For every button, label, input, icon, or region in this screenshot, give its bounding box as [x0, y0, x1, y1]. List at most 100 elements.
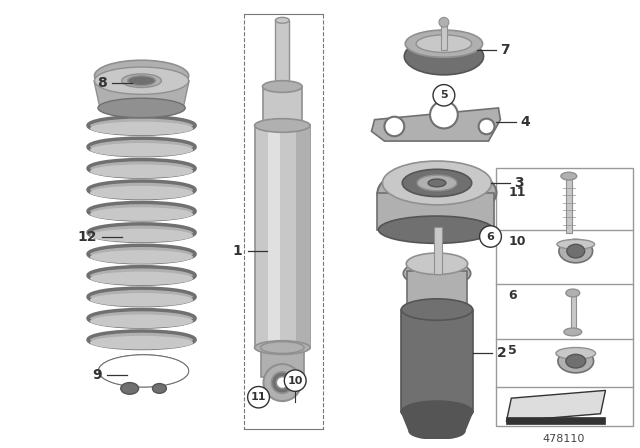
Ellipse shape: [90, 293, 193, 306]
Polygon shape: [114, 360, 173, 382]
Ellipse shape: [405, 30, 483, 57]
Ellipse shape: [90, 164, 193, 178]
Text: 3: 3: [515, 176, 524, 190]
Ellipse shape: [152, 383, 166, 393]
Ellipse shape: [406, 253, 468, 275]
Ellipse shape: [416, 35, 472, 52]
Circle shape: [439, 17, 449, 27]
Ellipse shape: [90, 271, 193, 285]
Ellipse shape: [378, 166, 497, 220]
Ellipse shape: [417, 175, 457, 191]
Text: 10: 10: [287, 375, 303, 386]
Bar: [497, 168, 633, 426]
Ellipse shape: [90, 336, 193, 349]
Ellipse shape: [88, 224, 195, 241]
Bar: [260, 348, 304, 377]
Ellipse shape: [409, 423, 465, 439]
Ellipse shape: [99, 355, 188, 387]
Ellipse shape: [88, 117, 195, 134]
Ellipse shape: [407, 301, 467, 319]
Text: 6: 6: [508, 289, 517, 302]
Text: 5: 5: [508, 344, 517, 357]
Bar: [255, 125, 310, 348]
Text: 1: 1: [233, 244, 243, 258]
Text: 11: 11: [251, 392, 266, 402]
Ellipse shape: [276, 377, 288, 388]
Ellipse shape: [559, 239, 593, 263]
Text: 478110: 478110: [543, 434, 585, 444]
Ellipse shape: [401, 299, 473, 320]
Ellipse shape: [262, 120, 302, 131]
Text: 11: 11: [508, 186, 526, 199]
Ellipse shape: [275, 84, 289, 90]
Text: 2: 2: [497, 346, 506, 360]
Ellipse shape: [404, 38, 484, 75]
Ellipse shape: [255, 119, 310, 132]
Bar: [506, 417, 605, 424]
Circle shape: [385, 117, 404, 136]
Ellipse shape: [566, 354, 586, 368]
Bar: [434, 227, 442, 274]
Ellipse shape: [401, 401, 473, 422]
Polygon shape: [506, 390, 605, 422]
Ellipse shape: [566, 289, 580, 297]
Ellipse shape: [271, 372, 293, 393]
Ellipse shape: [564, 328, 582, 336]
Text: 12: 12: [77, 229, 97, 244]
Text: 8: 8: [97, 76, 107, 90]
Text: 10: 10: [508, 235, 526, 248]
Bar: [407, 271, 467, 310]
Ellipse shape: [428, 179, 446, 187]
Ellipse shape: [558, 349, 594, 373]
Ellipse shape: [90, 314, 193, 328]
Circle shape: [430, 101, 458, 129]
Bar: [401, 310, 473, 412]
Ellipse shape: [122, 74, 161, 87]
Bar: [275, 20, 289, 86]
Text: 5: 5: [440, 90, 448, 100]
Ellipse shape: [275, 17, 289, 23]
Polygon shape: [94, 81, 189, 108]
Ellipse shape: [255, 341, 310, 354]
Ellipse shape: [88, 138, 195, 155]
Ellipse shape: [383, 161, 492, 205]
Bar: [441, 22, 447, 50]
Bar: [296, 125, 310, 348]
Ellipse shape: [90, 143, 193, 157]
Ellipse shape: [88, 288, 195, 306]
Ellipse shape: [403, 169, 472, 197]
Circle shape: [433, 85, 455, 106]
Bar: [268, 125, 280, 348]
Ellipse shape: [260, 342, 304, 353]
Ellipse shape: [88, 245, 195, 263]
Circle shape: [479, 226, 501, 247]
Polygon shape: [372, 108, 500, 141]
Ellipse shape: [95, 60, 189, 91]
Ellipse shape: [128, 76, 156, 86]
Bar: [566, 176, 572, 233]
Ellipse shape: [88, 181, 195, 198]
Ellipse shape: [88, 202, 195, 220]
Ellipse shape: [90, 121, 193, 135]
Ellipse shape: [90, 250, 193, 264]
Text: 9: 9: [92, 368, 102, 382]
Circle shape: [284, 370, 306, 392]
Circle shape: [248, 387, 269, 408]
Ellipse shape: [262, 81, 302, 92]
Ellipse shape: [561, 172, 577, 180]
Ellipse shape: [403, 260, 470, 287]
Ellipse shape: [88, 331, 195, 349]
Polygon shape: [99, 355, 188, 387]
Ellipse shape: [88, 267, 195, 284]
Ellipse shape: [90, 229, 193, 242]
Circle shape: [479, 119, 495, 134]
Text: 7: 7: [500, 43, 510, 56]
Bar: [571, 293, 576, 332]
Polygon shape: [401, 412, 473, 431]
Ellipse shape: [88, 159, 195, 177]
Ellipse shape: [567, 244, 585, 258]
Ellipse shape: [88, 310, 195, 327]
Text: 4: 4: [520, 115, 530, 129]
Bar: [378, 193, 495, 230]
Ellipse shape: [99, 355, 188, 387]
